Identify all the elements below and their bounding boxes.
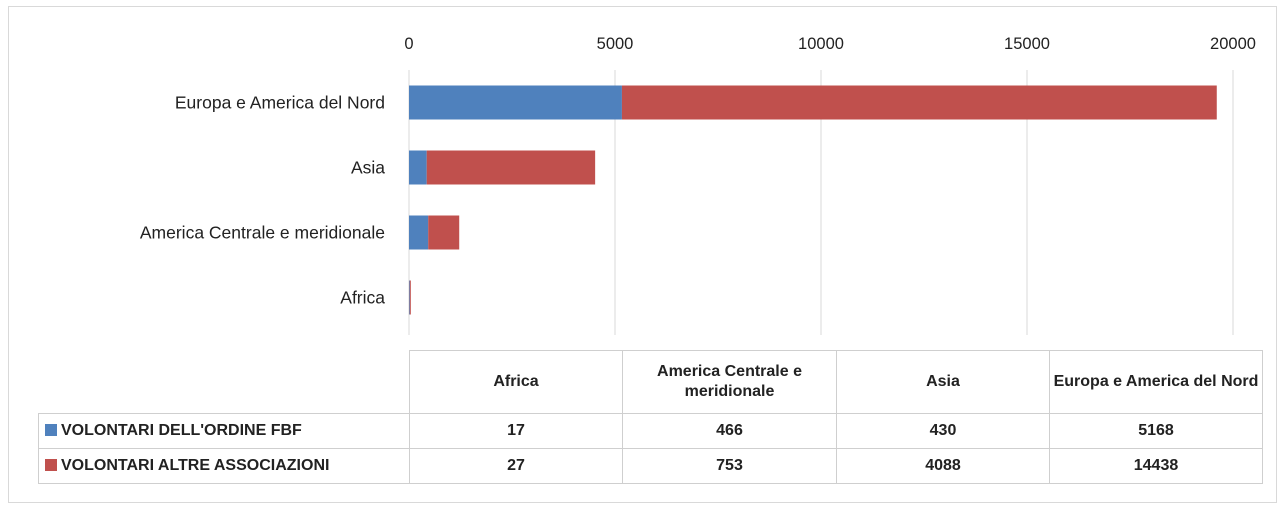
table-cell: 430	[836, 413, 1050, 449]
data-table-header: Africa America Centrale e meridionale As…	[38, 350, 1263, 414]
category-label: Asia	[351, 158, 385, 178]
bar-segment-fbf	[409, 150, 427, 185]
bar-segment-altre	[426, 150, 596, 185]
table-row: VOLONTARI DELL'ORDINE FBF 17 466 430 516…	[38, 413, 1263, 449]
category-label: America Centrale e meridionale	[140, 223, 385, 243]
x-tick-label: 10000	[798, 35, 844, 53]
series-name: VOLONTARI DELL'ORDINE FBF	[61, 422, 302, 439]
series-label-altre: VOLONTARI ALTRE ASSOCIAZIONI	[38, 448, 410, 484]
series-name: VOLONTARI ALTRE ASSOCIAZIONI	[61, 457, 330, 474]
table-cell: 27	[409, 448, 623, 484]
table-row: VOLONTARI ALTRE ASSOCIAZIONI 27 753 4088…	[38, 448, 1263, 484]
bar-segment-fbf	[409, 215, 429, 250]
x-tick-label: 5000	[597, 35, 634, 53]
data-table-corner	[38, 350, 410, 414]
legend-swatch-red	[45, 459, 57, 471]
bar-segment-altre	[409, 280, 411, 315]
table-cell: 17	[409, 413, 623, 449]
legend-swatch-blue	[45, 424, 57, 436]
table-cell: 753	[622, 448, 837, 484]
bar-segment-altre	[621, 85, 1217, 120]
data-table: Africa America Centrale e meridionale As…	[38, 350, 1263, 484]
table-cell: 5168	[1049, 413, 1263, 449]
table-header-europa: Europa e America del Nord	[1049, 350, 1263, 414]
table-cell: 4088	[836, 448, 1050, 484]
category-label: Africa	[340, 288, 385, 308]
x-tick-label: 20000	[1210, 35, 1256, 53]
category-label: Europa e America del Nord	[175, 93, 385, 113]
table-cell: 14438	[1049, 448, 1263, 484]
table-cell: 466	[622, 413, 837, 449]
table-header-africa: Africa	[409, 350, 623, 414]
bar-segment-fbf	[409, 85, 622, 120]
x-tick-label: 0	[404, 35, 413, 53]
table-header-america-centrale: America Centrale e meridionale	[622, 350, 837, 414]
bar-segment-fbf	[409, 280, 410, 315]
series-label-fbf: VOLONTARI DELL'ORDINE FBF	[38, 413, 410, 449]
bar-segment-altre	[428, 215, 460, 250]
stacked-bar-chart: 0 5000 10000 15000 20000 Africa America Centra…	[140, 35, 1256, 335]
x-tick-label: 15000	[1004, 35, 1050, 53]
chart-frame	[8, 6, 1277, 503]
table-header-asia: Asia	[836, 350, 1050, 414]
